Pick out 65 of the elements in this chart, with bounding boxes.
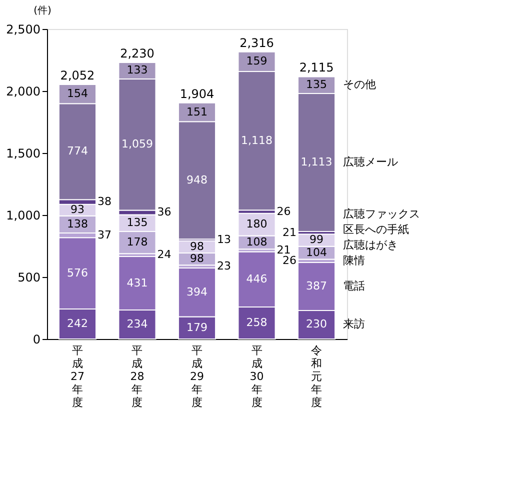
y-axis-title: (件) bbox=[34, 6, 52, 16]
data-label: 948 bbox=[186, 173, 208, 186]
series-label: 来訪 bbox=[343, 318, 366, 331]
y-tick-label: 2,500 bbox=[6, 22, 40, 36]
series-label: その他 bbox=[343, 78, 376, 92]
data-label: 774 bbox=[66, 144, 88, 158]
series-label: 区長への手紙 bbox=[343, 222, 410, 236]
total-label: 2,316 bbox=[240, 36, 274, 50]
data-label: 154 bbox=[66, 87, 88, 100]
series-label: 陳情 bbox=[343, 254, 366, 267]
data-label: 180 bbox=[246, 218, 268, 231]
total-label: 2,115 bbox=[299, 60, 334, 75]
series-label: 電話 bbox=[343, 279, 366, 292]
data-label: 99 bbox=[310, 233, 324, 246]
data-label: 178 bbox=[126, 236, 148, 249]
data-label: 138 bbox=[66, 217, 88, 230]
x-tick-label: 平成27年度 bbox=[70, 344, 84, 409]
data-label: 21 bbox=[276, 243, 291, 256]
data-label: 133 bbox=[126, 64, 148, 77]
x-tick-label: 令和元年度 bbox=[311, 344, 322, 409]
series-label: 広聴メール bbox=[343, 155, 398, 168]
data-label: 93 bbox=[70, 203, 84, 216]
data-label: 576 bbox=[66, 266, 88, 280]
data-label: 21 bbox=[282, 226, 296, 239]
total-label: 2,052 bbox=[60, 68, 95, 83]
data-label: 1,059 bbox=[121, 138, 153, 151]
y-tick-label: 1,500 bbox=[6, 146, 40, 160]
y-tick-label: 1,000 bbox=[6, 208, 40, 222]
data-label: 26 bbox=[276, 204, 291, 218]
data-label: 151 bbox=[186, 105, 208, 118]
data-label: 446 bbox=[246, 272, 268, 286]
data-label: 36 bbox=[157, 206, 172, 219]
y-tick-label: 500 bbox=[18, 270, 40, 284]
series-label: 広聴はがき bbox=[343, 238, 398, 252]
data-label: 258 bbox=[246, 316, 268, 330]
data-label: 387 bbox=[306, 279, 328, 292]
data-label: 159 bbox=[246, 54, 268, 68]
data-label: 1,118 bbox=[241, 134, 273, 147]
data-label: 242 bbox=[66, 316, 88, 330]
data-label: 108 bbox=[246, 235, 268, 248]
data-label: 179 bbox=[186, 320, 208, 334]
data-label: 26 bbox=[282, 254, 296, 267]
data-label: 104 bbox=[306, 246, 328, 259]
data-label: 23 bbox=[217, 260, 232, 273]
data-label: 37 bbox=[98, 228, 112, 242]
data-label: 135 bbox=[306, 78, 328, 92]
data-label: 24 bbox=[157, 248, 172, 262]
data-label: 1,113 bbox=[300, 155, 332, 168]
data-label: 98 bbox=[190, 252, 204, 266]
data-label: 13 bbox=[217, 232, 232, 246]
series-label: 広聴ファックス bbox=[343, 207, 420, 220]
total-label: 2,230 bbox=[120, 46, 154, 60]
data-label: 431 bbox=[126, 276, 148, 290]
x-tick-label: 平成29年度 bbox=[190, 344, 204, 409]
total-label: 1,904 bbox=[180, 86, 214, 101]
x-tick-label: 平成30年度 bbox=[250, 344, 264, 409]
data-label: 135 bbox=[126, 216, 148, 230]
data-label: 98 bbox=[190, 240, 204, 253]
data-label: 230 bbox=[306, 318, 328, 331]
x-tick-label: 平成28年度 bbox=[130, 344, 144, 409]
data-label: 234 bbox=[126, 317, 148, 330]
data-label: 394 bbox=[186, 285, 208, 298]
y-tick-label: 2,000 bbox=[6, 84, 40, 98]
y-tick-label: 0 bbox=[32, 332, 40, 346]
data-label: 38 bbox=[98, 194, 112, 208]
